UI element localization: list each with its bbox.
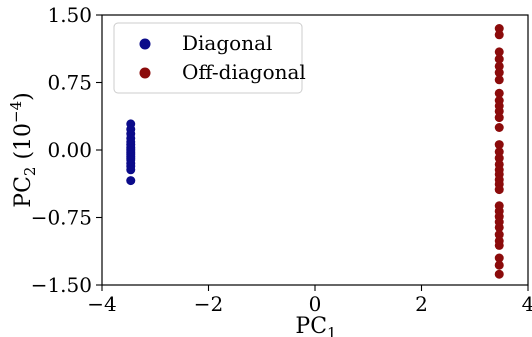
x-tick-label: 0 (309, 292, 322, 316)
point-off-diagonal (494, 253, 504, 263)
y-axis-label: PC2 (10−4) (7, 92, 39, 207)
legend: Diagonal Off-diagonal (113, 22, 306, 94)
point-off-diagonal (494, 113, 504, 123)
points-layer (126, 24, 504, 279)
point-off-diagonal (494, 54, 504, 64)
point-diagonal (126, 176, 136, 186)
point-off-diagonal (494, 88, 504, 98)
point-off-diagonal (494, 185, 504, 195)
x-tick-label: 2 (415, 292, 428, 316)
point-off-diagonal (494, 123, 504, 132)
legend-label-off-diagonal: Off-diagonal (182, 60, 306, 84)
point-off-diagonal (494, 153, 504, 163)
point-off-diagonal (494, 47, 504, 57)
legend-marker-off-diagonal (139, 67, 151, 79)
x-tick-label: −2 (194, 292, 223, 316)
y-tick-label: 0.75 (47, 71, 92, 95)
point-off-diagonal (494, 147, 504, 157)
point-off-diagonal (494, 222, 504, 232)
legend-label-diagonal: Diagonal (182, 31, 272, 55)
point-off-diagonal (494, 230, 504, 240)
point-off-diagonal (494, 24, 504, 33)
point-off-diagonal (494, 75, 504, 85)
point-off-diagonal (494, 269, 504, 279)
point-off-diagonal (494, 68, 504, 78)
y-tick-label: 1.50 (47, 3, 92, 27)
y-tick-label: −1.50 (31, 273, 92, 297)
point-off-diagonal (494, 260, 504, 270)
x-axis-label: PC1 (295, 314, 336, 337)
point-diagonal (126, 165, 136, 175)
x-tick-label: 4 (522, 292, 532, 316)
y-tick-label: −0.75 (31, 206, 92, 230)
point-off-diagonal (494, 61, 504, 71)
point-off-diagonal (494, 140, 504, 150)
point-off-diagonal (494, 30, 504, 40)
point-off-diagonal (494, 240, 504, 250)
y-tick-label: 0.00 (47, 138, 92, 162)
x-tick-label: −4 (87, 292, 116, 316)
legend-marker-diagonal (139, 38, 151, 50)
point-off-diagonal (494, 106, 504, 116)
legend-box (113, 22, 303, 94)
axes-layer: −4 −2 0 2 4 −1.50 −0.75 0.00 0.75 1.50 (31, 3, 532, 316)
